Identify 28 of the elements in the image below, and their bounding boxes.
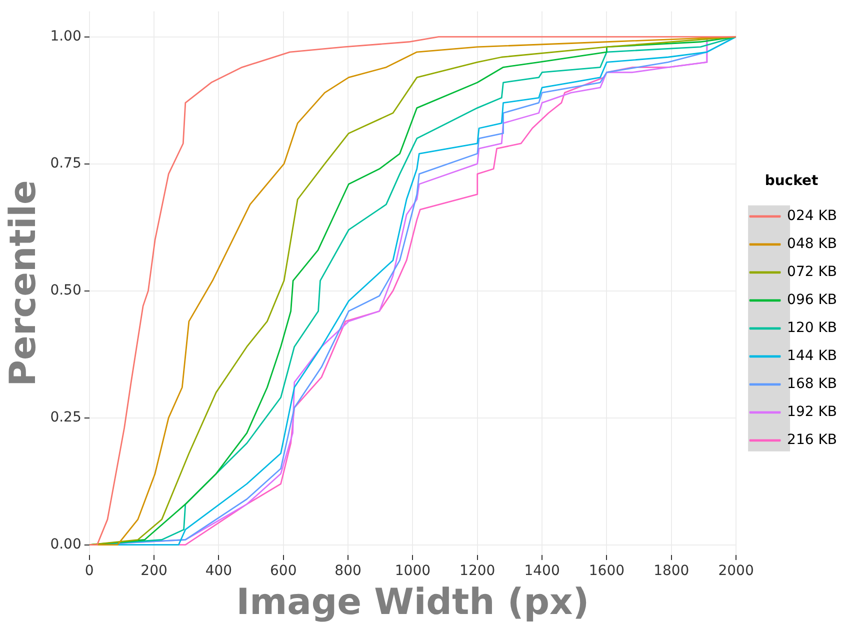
x-tick-label: 1400 — [524, 563, 560, 580]
x-axis-title: Image Width (px) — [236, 582, 590, 623]
legend-label: 096 KB — [787, 292, 838, 308]
x-tick-label: 800 — [334, 563, 362, 580]
y-tick-label: 1.00 — [50, 28, 82, 44]
legend-label: 048 KB — [787, 236, 838, 252]
x-tick-label: 2000 — [718, 563, 754, 580]
y-axis-title: Percentile — [2, 180, 44, 386]
x-tick-label: 400 — [205, 563, 232, 580]
x-tick-label: 1800 — [654, 563, 690, 580]
legend-label: 216 KB — [787, 432, 838, 448]
x-tick-label: 200 — [140, 563, 168, 580]
legend-title: bucket — [764, 173, 819, 190]
legend-label: 144 KB — [787, 348, 838, 364]
y-tick-label: 0.00 — [50, 536, 82, 552]
x-tick-label: 1000 — [394, 563, 431, 580]
legend-label: 168 KB — [787, 376, 838, 392]
x-tick-label: 1600 — [588, 563, 625, 580]
y-tick-label: 0.25 — [50, 409, 82, 426]
legend-label: 072 KB — [787, 264, 838, 280]
y-tick-label: 0.75 — [50, 155, 82, 172]
x-tick-label: 0 — [84, 563, 94, 580]
legend-label: 120 KB — [787, 320, 838, 336]
legend-label: 192 KB — [787, 404, 838, 420]
x-tick-label: 600 — [270, 563, 297, 580]
legend-label: 024 KB — [787, 208, 838, 224]
x-tick-label: 1200 — [460, 563, 496, 580]
y-tick-label: 0.50 — [50, 282, 82, 298]
